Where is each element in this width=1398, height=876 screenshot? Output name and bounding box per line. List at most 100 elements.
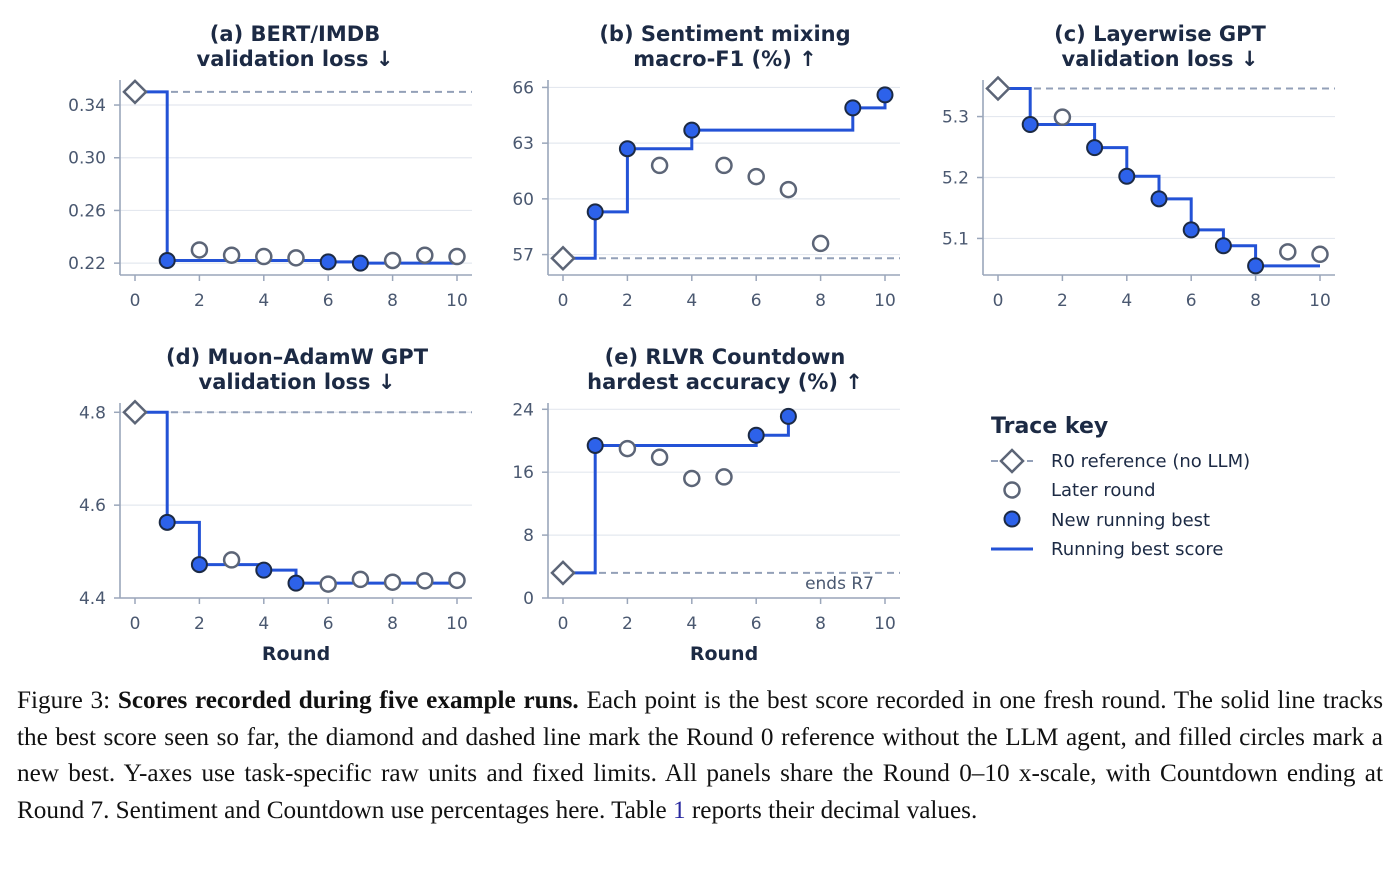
reference-diamond-point	[985, 75, 1011, 102]
x-tick-label: 8	[387, 291, 398, 311]
running-best-line	[135, 410, 457, 585]
x-tick-label: 8	[387, 614, 398, 634]
x-tick-label: 8	[815, 291, 826, 311]
new-best-point	[255, 561, 273, 579]
new-best-point	[190, 556, 208, 574]
x-tick-label: 10	[874, 291, 896, 311]
later-round-point	[448, 247, 466, 266]
table-reference-link[interactable]: 1	[673, 796, 686, 824]
x-tick-label: 6	[323, 291, 334, 311]
panel-note: ends R7	[805, 574, 874, 594]
key-label-new-best: New running best	[1051, 510, 1210, 531]
y-tick-label: 0	[523, 589, 534, 609]
x-tick-label: 4	[258, 614, 269, 634]
reference-diamond-point	[550, 560, 576, 586]
later-round-point	[1311, 245, 1329, 264]
later-round-point	[715, 468, 733, 486]
y-tick-label: 4.4	[79, 589, 106, 609]
y-tick-label: 8	[523, 526, 534, 546]
panel-title: (d) Muon–AdamW GPT	[166, 345, 429, 369]
figure-panels: Trace key R0 reference (no LLM) Later ro…	[68, 22, 1335, 665]
panel-title: hardest accuracy (%) ↑	[587, 370, 863, 394]
later-round-point	[683, 469, 701, 488]
key-item-running-best: Running best score	[991, 539, 1224, 560]
caption-text: Each point is the best score recorded in…	[17, 687, 1384, 824]
x-tick-label: 10	[1309, 291, 1331, 311]
later-round-point	[811, 234, 830, 253]
new-best-point	[1247, 257, 1265, 275]
key-label-reference: R0 reference (no LLM)	[1051, 451, 1250, 472]
later-round-point	[222, 551, 241, 569]
caption-label: Figure 3:	[17, 687, 111, 714]
x-tick-label: 4	[686, 614, 697, 634]
trace-key: Trace key R0 reference (no LLM) Later ro…	[991, 414, 1250, 560]
later-round-point	[287, 249, 305, 267]
y-tick-label: 0.22	[68, 254, 106, 274]
new-best-point	[683, 121, 701, 139]
later-round-point	[416, 246, 434, 264]
x-tick-label: 0	[130, 614, 141, 634]
y-tick-label: 24	[512, 400, 534, 420]
new-best-point	[287, 574, 305, 592]
panel-title: macro-F1 (%) ↑	[633, 47, 816, 71]
later-round-point	[351, 570, 370, 589]
later-round-point	[650, 448, 669, 467]
panel-title: (c) Layerwise GPT	[1054, 22, 1266, 46]
later-round-point	[715, 156, 733, 175]
x-tick-label: 4	[258, 291, 269, 311]
open-circle-marker-icon	[1003, 481, 1021, 499]
y-tick-label: 66	[512, 78, 534, 98]
new-best-point	[1118, 167, 1136, 185]
caption-bold-lead: Scores recorded during five example runs…	[117, 687, 579, 714]
key-label-later-round: Later round	[1051, 480, 1156, 501]
x-tick-label: 0	[558, 614, 569, 634]
panel-title: validation loss ↓	[1062, 47, 1259, 71]
y-tick-label: 0.34	[68, 96, 106, 116]
x-tick-label: 4	[1121, 291, 1132, 311]
y-tick-label: 16	[512, 463, 534, 483]
y-tick-label: 60	[512, 190, 534, 210]
new-best-point	[1021, 115, 1039, 133]
x-tick-label: 2	[194, 614, 205, 634]
y-tick-label: 57	[512, 246, 534, 266]
y-tick-label: 5.1	[942, 229, 969, 249]
new-best-point	[1150, 190, 1168, 208]
key-label-running-best: Running best score	[1051, 539, 1224, 560]
y-tick-label: 0.30	[68, 149, 106, 169]
later-round-point	[319, 575, 337, 593]
reference-diamond-point	[122, 79, 148, 105]
x-tick-label: 8	[815, 614, 826, 634]
new-best-point	[319, 253, 337, 271]
new-best-point	[1086, 139, 1104, 157]
x-tick-label: 6	[1186, 291, 1197, 311]
key-item-reference: R0 reference (no LLM)	[991, 448, 1250, 474]
later-round-point	[190, 241, 209, 259]
x-tick-label: 4	[686, 291, 697, 311]
x-axis-label: Round	[690, 643, 758, 665]
running-best-line	[563, 94, 887, 260]
diamond-marker-icon	[999, 448, 1025, 474]
figure-caption: Figure 3: Scores recorded during five ex…	[17, 683, 1383, 829]
new-best-point	[586, 436, 604, 454]
running-best-line	[563, 416, 790, 575]
later-round-point	[255, 247, 273, 266]
key-item-new-best: New running best	[1003, 510, 1210, 531]
x-tick-label: 2	[194, 291, 205, 311]
later-round-point	[650, 156, 669, 175]
filled-circle-marker-icon	[1003, 510, 1021, 528]
x-tick-label: 6	[751, 614, 762, 634]
x-tick-label: 2	[1057, 291, 1068, 311]
x-tick-label: 6	[751, 291, 762, 311]
later-round-point	[618, 439, 637, 458]
new-best-point	[1182, 221, 1200, 239]
y-tick-label: 4.8	[79, 403, 106, 423]
later-round-point	[747, 167, 765, 186]
key-item-later-round: Later round	[1003, 480, 1156, 501]
panel-title: (e) RLVR Countdown	[605, 345, 846, 369]
new-best-point	[351, 254, 369, 272]
